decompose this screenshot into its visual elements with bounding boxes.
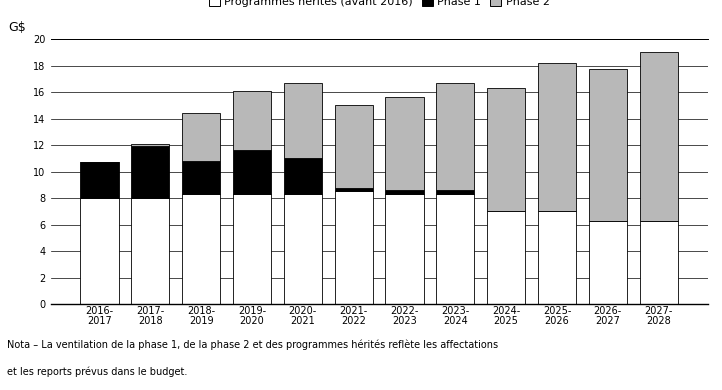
Bar — [640, 52, 678, 221]
Bar — [386, 194, 424, 304]
Bar — [131, 146, 170, 198]
Bar — [131, 198, 170, 304]
Bar — [487, 211, 525, 304]
Bar — [386, 190, 424, 194]
Bar — [182, 194, 220, 304]
Bar — [588, 221, 627, 304]
Bar — [80, 162, 118, 198]
Bar — [131, 144, 170, 146]
Text: G$: G$ — [8, 21, 25, 34]
Bar — [284, 83, 322, 158]
Bar — [182, 161, 220, 194]
Bar — [538, 211, 576, 304]
Bar — [334, 188, 373, 191]
Bar — [334, 191, 373, 304]
Bar — [284, 158, 322, 194]
Bar — [233, 91, 271, 151]
Bar — [182, 113, 220, 161]
Bar — [334, 105, 373, 188]
Bar — [80, 198, 118, 304]
Text: Nota – La ventilation de la phase 1, de la phase 2 et des programmes hérités ref: Nota – La ventilation de la phase 1, de … — [7, 339, 498, 350]
Bar — [436, 190, 474, 194]
Bar — [640, 221, 678, 304]
Legend: Programmes hérités (avant 2016), Phase 1, Phase 2: Programmes hérités (avant 2016), Phase 1… — [209, 0, 549, 7]
Bar — [233, 194, 271, 304]
Bar — [588, 69, 627, 221]
Bar — [233, 151, 271, 194]
Bar — [487, 88, 525, 211]
Bar — [436, 194, 474, 304]
Bar — [538, 63, 576, 211]
Text: et les reports prévus dans le budget.: et les reports prévus dans le budget. — [7, 367, 188, 377]
Bar — [284, 194, 322, 304]
Bar — [386, 98, 424, 190]
Bar — [436, 83, 474, 190]
